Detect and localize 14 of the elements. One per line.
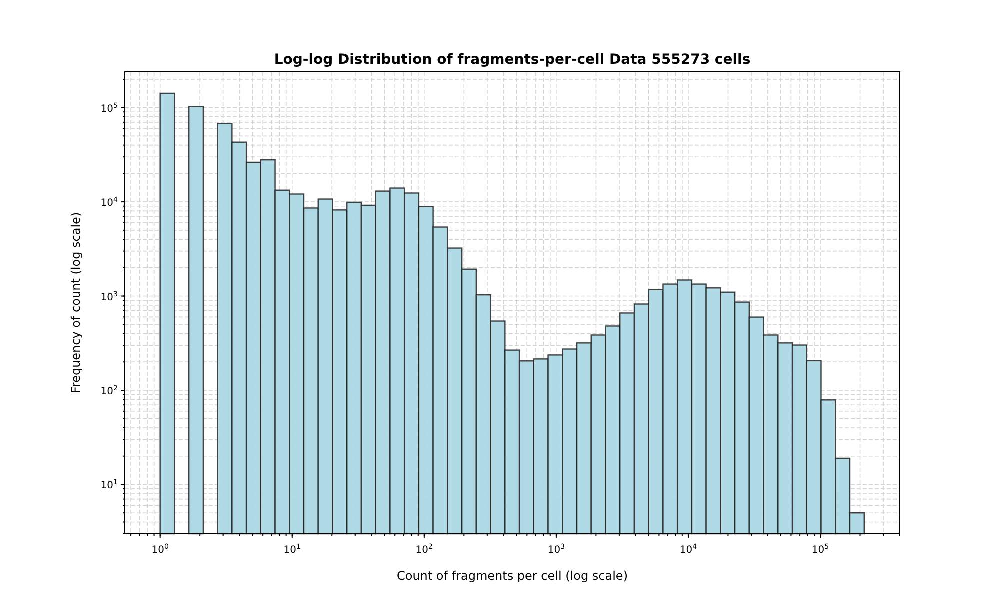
x-axis-title: Count of fragments per cell (log scale) <box>396 569 628 583</box>
x-tick-label: 10$^{5}$ <box>812 543 830 556</box>
x-tick-label: 10$^{1}$ <box>284 543 301 556</box>
x-tick-label: 10$^{4}$ <box>680 543 698 556</box>
y-tick-label: 10$^{2}$ <box>100 384 118 398</box>
y-tick-label: 10$^{1}$ <box>100 478 118 492</box>
x-tick-label: 10$^{0}$ <box>152 543 169 556</box>
x-tick-label: 10$^{3}$ <box>548 543 566 556</box>
y-tick-label: 10$^{4}$ <box>100 196 119 210</box>
y-axis-title: Frequency of count (log scale) <box>69 212 83 394</box>
chart-title: Log-log Distribution of fragments-per-cell Data 555273 cells <box>274 52 751 68</box>
y-tick-label: 10$^{5}$ <box>100 102 118 115</box>
x-tick-label: 10$^{2}$ <box>416 543 434 556</box>
y-tick-label: 10$^{3}$ <box>100 290 118 304</box>
